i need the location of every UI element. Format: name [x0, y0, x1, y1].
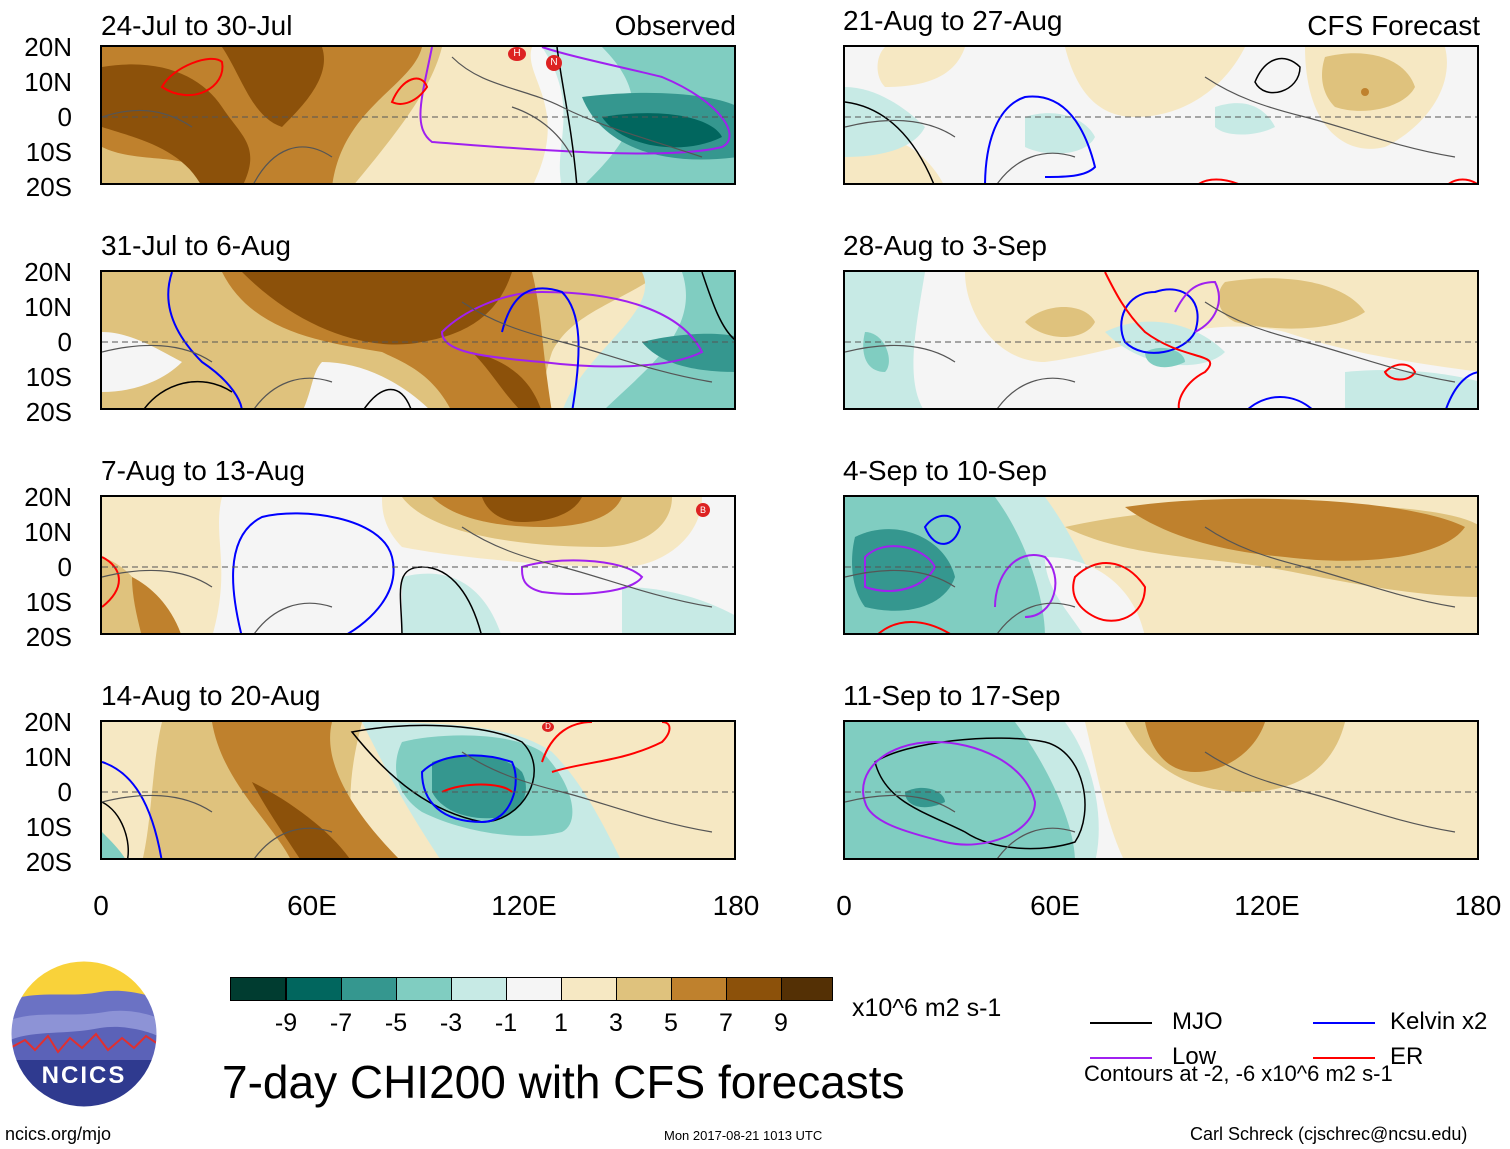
y-tick-label: 20S	[25, 397, 72, 427]
x-tick-label: 0	[836, 890, 852, 921]
map-panel-fcst-4	[843, 720, 1479, 860]
map-panel-fcst-1	[843, 45, 1479, 185]
y-tick-label: 0	[57, 777, 72, 807]
y-tick-label: 0	[57, 327, 72, 357]
legend-label-low: Low	[1172, 1043, 1217, 1070]
y-tick-label: 20S	[25, 847, 72, 877]
colorbar-label: -7	[329, 1009, 353, 1037]
storm-marker-icon: N	[546, 55, 562, 71]
colorbar-swatch	[286, 977, 342, 1001]
panel-title-obs-3: 7-Aug to 13-Aug	[101, 455, 305, 486]
map-panel-obs-2	[100, 270, 736, 410]
map-fcst-1	[845, 47, 1477, 183]
map-obs-3	[102, 497, 734, 633]
colorbar-swatch	[561, 977, 617, 1001]
storm-marker-icon: B	[696, 503, 710, 517]
footer-timestamp: Mon 2017-08-21 1013 UTC	[664, 1128, 823, 1143]
colorbar-swatch	[341, 977, 397, 1001]
panel-title-fcst-1: 21-Aug to 27-Aug	[843, 5, 1063, 36]
panel-title-fcst-4: 11-Sep to 17-Sep	[843, 680, 1061, 711]
map-obs-2	[102, 272, 734, 408]
colorbar-swatch	[726, 977, 782, 1001]
map-fcst-3	[845, 497, 1477, 633]
y-tick-label: 20N	[24, 32, 72, 62]
y-tick-label: 20N	[24, 707, 72, 737]
x-tick-label: 120E	[1234, 890, 1300, 921]
cfs-forecast-header: CFS Forecast	[1307, 10, 1480, 41]
map-panel-fcst-3	[843, 495, 1479, 635]
y-tick-label: 0	[57, 552, 72, 582]
legend-contours-note: Contours at -2, -6 x10^6 m2 s-1	[1084, 1061, 1393, 1086]
colorbar-label: 7	[719, 1009, 733, 1037]
main-title: 7-day CHI200 with CFS forecasts	[222, 1056, 905, 1108]
x-tick-label: 180	[712, 890, 760, 921]
map-panel-obs-1: H N	[100, 45, 736, 185]
colorbar-swatch	[396, 977, 452, 1001]
y-tick-label: 20S	[25, 172, 72, 202]
y-tick-label: 10N	[24, 517, 72, 547]
y-tick-label: 20S	[25, 622, 72, 652]
y-tick-label: 10N	[24, 742, 72, 772]
colorbar-swatch	[506, 977, 562, 1001]
ncics-logo: NCICS	[10, 960, 158, 1108]
colorbar-label: 5	[664, 1009, 678, 1037]
footer-author: Carl Schreck (cjschrec@ncsu.edu)	[1190, 1124, 1468, 1144]
observed-header: Observed	[614, 10, 736, 41]
panel-title-obs-1: 24-Jul to 30-Jul	[101, 10, 293, 41]
y-tick-label: 10S	[25, 587, 72, 617]
y-tick-label: 0	[57, 102, 72, 132]
panel-title-obs-2: 31-Jul to 6-Aug	[101, 230, 291, 261]
colorbar-label: -9	[274, 1009, 298, 1037]
colorbar-swatch	[451, 977, 507, 1001]
colorbar-label: -5	[384, 1009, 408, 1037]
y-tick-label: 20N	[24, 257, 72, 287]
map-fcst-4	[845, 722, 1477, 858]
storm-marker-icon: D	[542, 722, 554, 732]
colorbar-swatch	[616, 977, 672, 1001]
legend-label-kelvin: Kelvin x2	[1390, 1008, 1488, 1035]
legend-line-mjo	[1090, 1022, 1152, 1024]
map-panel-fcst-2	[843, 270, 1479, 410]
x-tick-label: 120E	[491, 890, 557, 921]
colorbar-label: -3	[439, 1009, 463, 1037]
y-tick-label: 10S	[25, 362, 72, 392]
x-tick-label: 0	[93, 890, 109, 921]
colorbar-swatch	[671, 977, 727, 1001]
x-tick-label: 60E	[287, 890, 337, 921]
legend-line-er	[1313, 1057, 1375, 1059]
legend-label-mjo: MJO	[1172, 1008, 1223, 1035]
x-tick-label: 180	[1454, 890, 1502, 921]
panel-title-fcst-2: 28-Aug to 3-Sep	[843, 230, 1047, 261]
y-tick-label: 10N	[24, 292, 72, 322]
map-panel-obs-4: D	[100, 720, 736, 860]
ncics-logo-icon	[10, 960, 158, 1108]
x-tick-label: 60E	[1030, 890, 1080, 921]
legend-line-kelvin	[1313, 1022, 1375, 1024]
logo-text: NCICS	[41, 1062, 127, 1089]
y-tick-label: 10N	[24, 67, 72, 97]
legend-label-er: ER	[1390, 1043, 1424, 1070]
colorbar-label: 3	[609, 1009, 623, 1037]
y-tick-label: 10S	[25, 812, 72, 842]
y-tick-label: 20N	[24, 482, 72, 512]
footer-url[interactable]: ncics.org/mjo	[5, 1124, 112, 1144]
map-obs-1	[102, 47, 734, 183]
legend-line-low	[1090, 1057, 1152, 1059]
colorbar-label: 1	[554, 1009, 568, 1037]
colorbar-swatch	[230, 977, 286, 1001]
map-panel-obs-3: B	[100, 495, 736, 635]
panel-title-obs-4: 14-Aug to 20-Aug	[101, 680, 321, 711]
storm-marker-icon: H	[508, 47, 526, 61]
y-tick-label: 10S	[25, 137, 72, 167]
map-fcst-2	[845, 272, 1477, 408]
colorbar-swatch	[781, 977, 833, 1001]
panel-title-fcst-3: 4-Sep to 10-Sep	[843, 455, 1047, 486]
colorbar-label: -1	[494, 1009, 518, 1037]
colorbar-units: x10^6 m2 s-1	[852, 994, 1002, 1022]
map-obs-4	[102, 722, 734, 858]
colorbar-label: 9	[774, 1009, 788, 1037]
